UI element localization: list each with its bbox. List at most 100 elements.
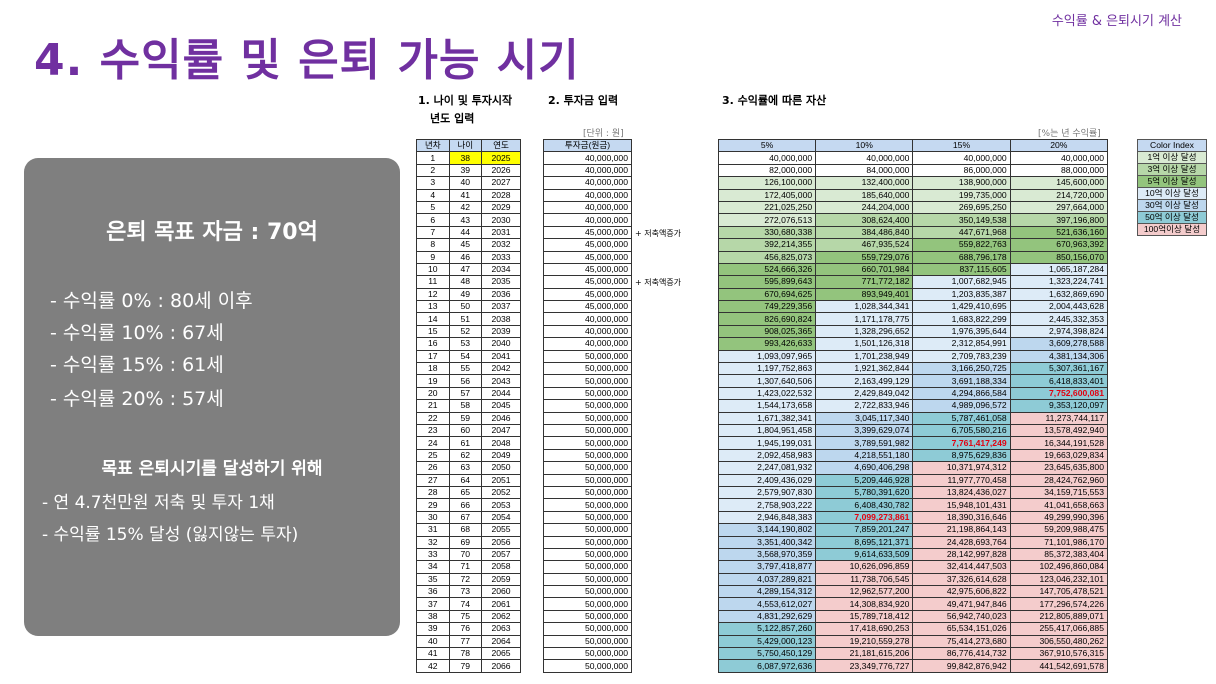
table-row: 908,025,365 1,328,296,652 1,976,395,644 2,9… [717,324,1109,339]
legend-item: 10억 이상 달성 [1137,187,1207,200]
year-index-cell: 13 [416,300,450,314]
principal-cell: 50,000,000 [543,560,632,574]
principal-cell: 50,000,000 [543,473,632,487]
age-cell: 47 [448,262,483,277]
asset-cell: 688,796,178 [912,250,1011,264]
table-row: 50,000,000 [543,374,632,388]
age-cell: 76 [448,622,483,636]
table-row: 5,750,450,129 21,181,615,206 86,776,414,73… [717,646,1109,661]
asset-cell: 21,181,615,206 [815,646,914,661]
principal-cell: 40,000,000 [543,163,632,178]
table-row: 50,000,000 [543,411,632,426]
asset-cell: 1,976,395,644 [912,324,1011,339]
table-row: 29 66 2053 [416,498,521,512]
principal-cell: 50,000,000 [543,349,632,364]
legend-item: 50억 이상 달성 [1137,211,1207,224]
investment-table: 투자금(원금) 40,000,000 40,000,000 40,000,000 40,… [543,138,632,673]
year-index-cell: 7 [416,225,450,240]
asset-cell: 670,694,625 [717,287,817,302]
top-tag: 수익률 & 은퇴시기 계산 [1051,14,1182,29]
age-cell: 65 [448,485,483,500]
table-row: 1,671,382,341 3,045,117,340 5,787,461,058 1… [717,411,1109,426]
year-cell: 2057 [481,547,521,562]
asset-cell: 447,671,968 [912,225,1011,240]
asset-cell: 993,426,633 [717,337,817,351]
year-cell: 2025 [481,151,521,165]
year-cell: 2046 [481,411,521,426]
table-row: 15 52 2039 [416,324,521,339]
legend-label: 30억 이상 달성 [1137,199,1207,212]
asset-cell: 1,632,869,690 [1009,287,1109,302]
asset-cell: 4,294,866,584 [912,386,1011,401]
asset-cell: 24,428,693,764 [912,535,1011,549]
table-row: 2,247,081,932 4,690,406,298 10,371,974,312… [717,461,1109,475]
table-row: 13 50 2037 [416,300,521,314]
table-row: 40 77 2064 [416,634,521,649]
table-row: 2,092,458,983 4,218,551,180 8,975,629,836 1… [717,448,1109,463]
summary-panel: 은퇴 목표 자금 : 70억 - 수익률 0% : 80세 이후 - 수익률 1… [24,158,400,636]
year-index-cell: 33 [416,547,450,562]
asset-cell: 4,218,551,180 [815,448,914,463]
principal-cell: 45,000,000 [543,262,632,277]
asset-cell: 908,025,365 [717,324,817,339]
asset-cell: 11,273,744,117 [1009,411,1109,426]
table-row: 34 71 2058 [416,560,521,574]
year-index-cell: 5 [416,200,450,215]
asset-cell: 5,429,000,123 [717,634,817,649]
age-cell: 56 [448,374,483,388]
principal-cell: 50,000,000 [543,423,632,438]
column-header: 10% [815,138,914,153]
table-row: 36 73 2060 [416,585,521,599]
principal-cell: 40,000,000 [543,176,632,190]
legend-title-row: Color Index [1137,139,1207,152]
asset-cell: 2,409,436,029 [717,473,817,487]
header-row: 5% 10% 15% 20% [717,138,1109,153]
table-row: 50,000,000 [543,436,632,450]
asset-cell: 3,568,970,359 [717,547,817,562]
asset-cell: 19,210,559,278 [815,634,914,649]
age-cell: 72 [448,572,483,587]
asset-cell: 40,000,000 [717,151,817,165]
table-row: 16 53 2040 [416,337,521,351]
year-cell: 2040 [481,337,521,351]
year-cell: 2034 [481,262,521,277]
asset-cell: 1,197,752,863 [717,362,817,376]
age-cell: 53 [448,337,483,351]
table-row: 42 79 2066 [416,659,521,673]
table-row: 6,087,972,636 23,349,776,727 99,842,876,94… [717,659,1109,673]
principal-cell: 40,000,000 [543,151,632,165]
asset-cell: 524,666,326 [717,262,817,277]
table-row: 126,100,000 132,400,000 138,900,000 145,600… [717,176,1109,190]
asset-cell: 2,004,443,628 [1009,300,1109,314]
table-row: 50,000,000 [543,386,632,401]
asset-cell: 40,000,000 [1009,151,1109,165]
annotation: + 저축액증가 [635,229,682,238]
asset-cell: 826,690,824 [717,312,817,326]
asset-cell: 595,899,643 [717,275,817,289]
asset-cell: 40,000,000 [815,151,914,165]
age-cell: 61 [448,436,483,450]
year-index-cell: 10 [416,262,450,277]
year-cell: 2032 [481,238,521,252]
asset-cell: 2,758,903,222 [717,498,817,512]
table-row: 221,025,250 244,204,000 269,695,250 297,664… [717,200,1109,215]
year-index-cell: 39 [416,622,450,636]
asset-cell: 13,578,492,940 [1009,423,1109,438]
action-line: - 연 4.7천만원 저축 및 투자 1채 [42,493,275,513]
asset-cell: 559,729,076 [815,250,914,264]
principal-cell: 50,000,000 [543,572,632,587]
asset-cell: 13,824,436,027 [912,485,1011,500]
asset-cell: 23,645,635,800 [1009,461,1109,475]
asset-cell: 3,399,629,074 [815,423,914,438]
legend-item: 100억이상 달성 [1137,223,1207,236]
table-row: 45,000,000 [543,250,632,264]
table-row: 24 61 2048 [416,436,521,450]
asset-cell: 392,214,355 [717,238,817,252]
year-cell: 2055 [481,523,521,537]
age-cell: 63 [448,461,483,475]
principal-cell: 50,000,000 [543,535,632,549]
asset-cell: 4,289,154,312 [717,585,817,599]
principal-cell: 50,000,000 [543,436,632,450]
asset-cell: 1,307,640,506 [717,374,817,388]
asset-cell: 1,945,199,031 [717,436,817,450]
